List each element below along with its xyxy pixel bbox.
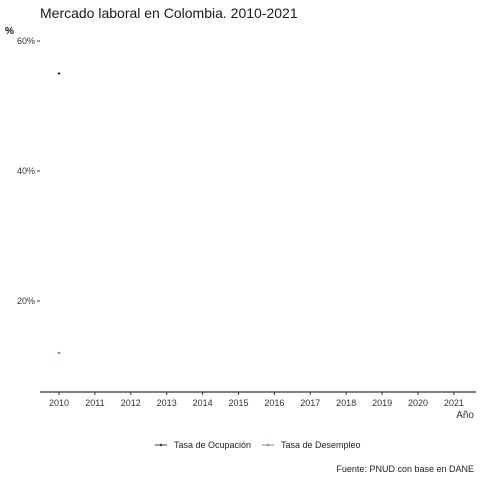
x-tick-label: 2017 xyxy=(300,398,320,408)
y-tick-label: 60% xyxy=(17,36,35,46)
legend-label: Tasa de Desempleo xyxy=(281,440,361,450)
x-tick-label: 2014 xyxy=(193,398,213,408)
x-tick-label: 2019 xyxy=(372,398,392,408)
x-axis-ticks: 2010 2011 2012 2013 2014 2015 2016 2017 2018 2019… xyxy=(49,392,464,408)
x-tick-label: 2010 xyxy=(49,398,69,408)
chart-title: Mercado laboral en Colombia. 2010-2021 xyxy=(40,5,298,21)
legend: Tasa de Ocupación Tasa de Desempleo xyxy=(155,440,361,450)
series-layer xyxy=(57,72,61,355)
x-tick-label: 2011 xyxy=(85,398,104,408)
y-tick-label: 40% xyxy=(17,166,35,176)
y-tick-label: 20% xyxy=(17,296,35,306)
data-point-dot xyxy=(57,72,61,75)
x-tick-label: 2016 xyxy=(264,398,284,408)
legend-label: Tasa de Ocupación xyxy=(174,440,251,450)
x-tick-label: 2013 xyxy=(157,398,177,408)
legend-key-dot xyxy=(159,443,163,447)
x-tick-label: 2018 xyxy=(336,398,356,408)
y-axis-label: % xyxy=(5,26,14,37)
data-point-dot xyxy=(57,351,61,355)
x-axis-label: Año xyxy=(456,410,474,421)
x-tick-label: 2012 xyxy=(121,398,141,408)
x-tick-label: 2020 xyxy=(408,398,428,408)
x-tick-label: 2015 xyxy=(228,398,248,408)
x-tick-label: 2021 xyxy=(444,398,464,408)
caption: Fuente: PNUD con base en DANE xyxy=(336,464,474,474)
legend-key-dot xyxy=(266,443,270,447)
y-axis-ticks: 20% 40% 60% xyxy=(17,36,40,306)
